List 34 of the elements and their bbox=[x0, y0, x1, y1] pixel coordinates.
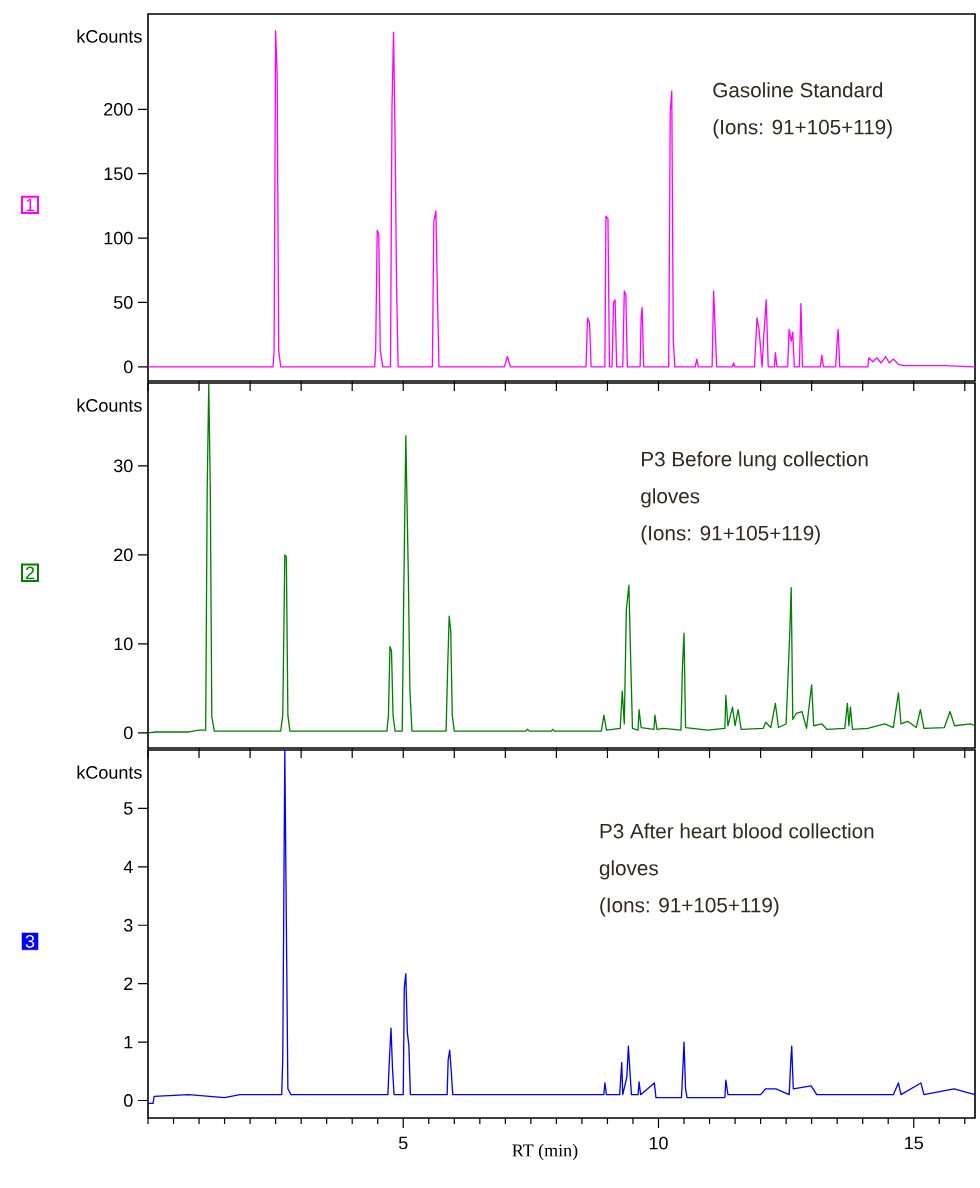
y-axis-title: kCounts bbox=[77, 398, 142, 412]
annotation: gloves bbox=[599, 860, 658, 880]
y-tick-label: 150 bbox=[104, 167, 133, 181]
y-tick-label: 1 bbox=[124, 1035, 133, 1049]
y-tick-label: 20 bbox=[114, 548, 133, 562]
y-tick-label: 5 bbox=[123, 802, 133, 815]
text: 2 bbox=[25, 566, 35, 580]
y-tick-label: 200 bbox=[104, 102, 133, 116]
y-tick-label: 30 bbox=[113, 459, 133, 473]
annotation: (Ions: 91+105+119) bbox=[600, 897, 779, 917]
y-tick-label: 0 bbox=[123, 1094, 133, 1107]
y-axis-title: kCounts bbox=[77, 29, 142, 43]
text: 3 bbox=[25, 935, 35, 948]
y-tick-label: 0 bbox=[123, 360, 133, 374]
y-tick-label: 2 bbox=[124, 977, 133, 990]
x-axis-title: RT (min) bbox=[512, 1143, 578, 1161]
annotation: P3 Before lung collection bbox=[642, 451, 868, 471]
annotation: P3 After heart blood collection bbox=[600, 823, 874, 839]
y-tick-label: 4 bbox=[123, 860, 133, 874]
line-series bbox=[147, 383, 976, 734]
y-tick-label: 10 bbox=[114, 637, 133, 651]
x-tick-label: 5 bbox=[398, 1136, 408, 1150]
text: 1 bbox=[26, 198, 35, 212]
x-tick-label: 10 bbox=[649, 1136, 668, 1150]
y-tick-label: 3 bbox=[123, 918, 133, 932]
annotation: gloves bbox=[641, 488, 700, 508]
y-tick-label: 0 bbox=[123, 726, 133, 740]
annotation: (Ions: 91+105+119) bbox=[713, 119, 892, 139]
y-axis-title: kCounts bbox=[77, 765, 142, 779]
y-tick-label: 50 bbox=[113, 296, 133, 309]
annotation: (Ions: 91+105+119) bbox=[641, 525, 820, 545]
y-tick-label: 100 bbox=[104, 231, 133, 245]
x-tick-label: 15 bbox=[905, 1136, 923, 1150]
annotation: Gasoline Standard bbox=[713, 82, 883, 98]
